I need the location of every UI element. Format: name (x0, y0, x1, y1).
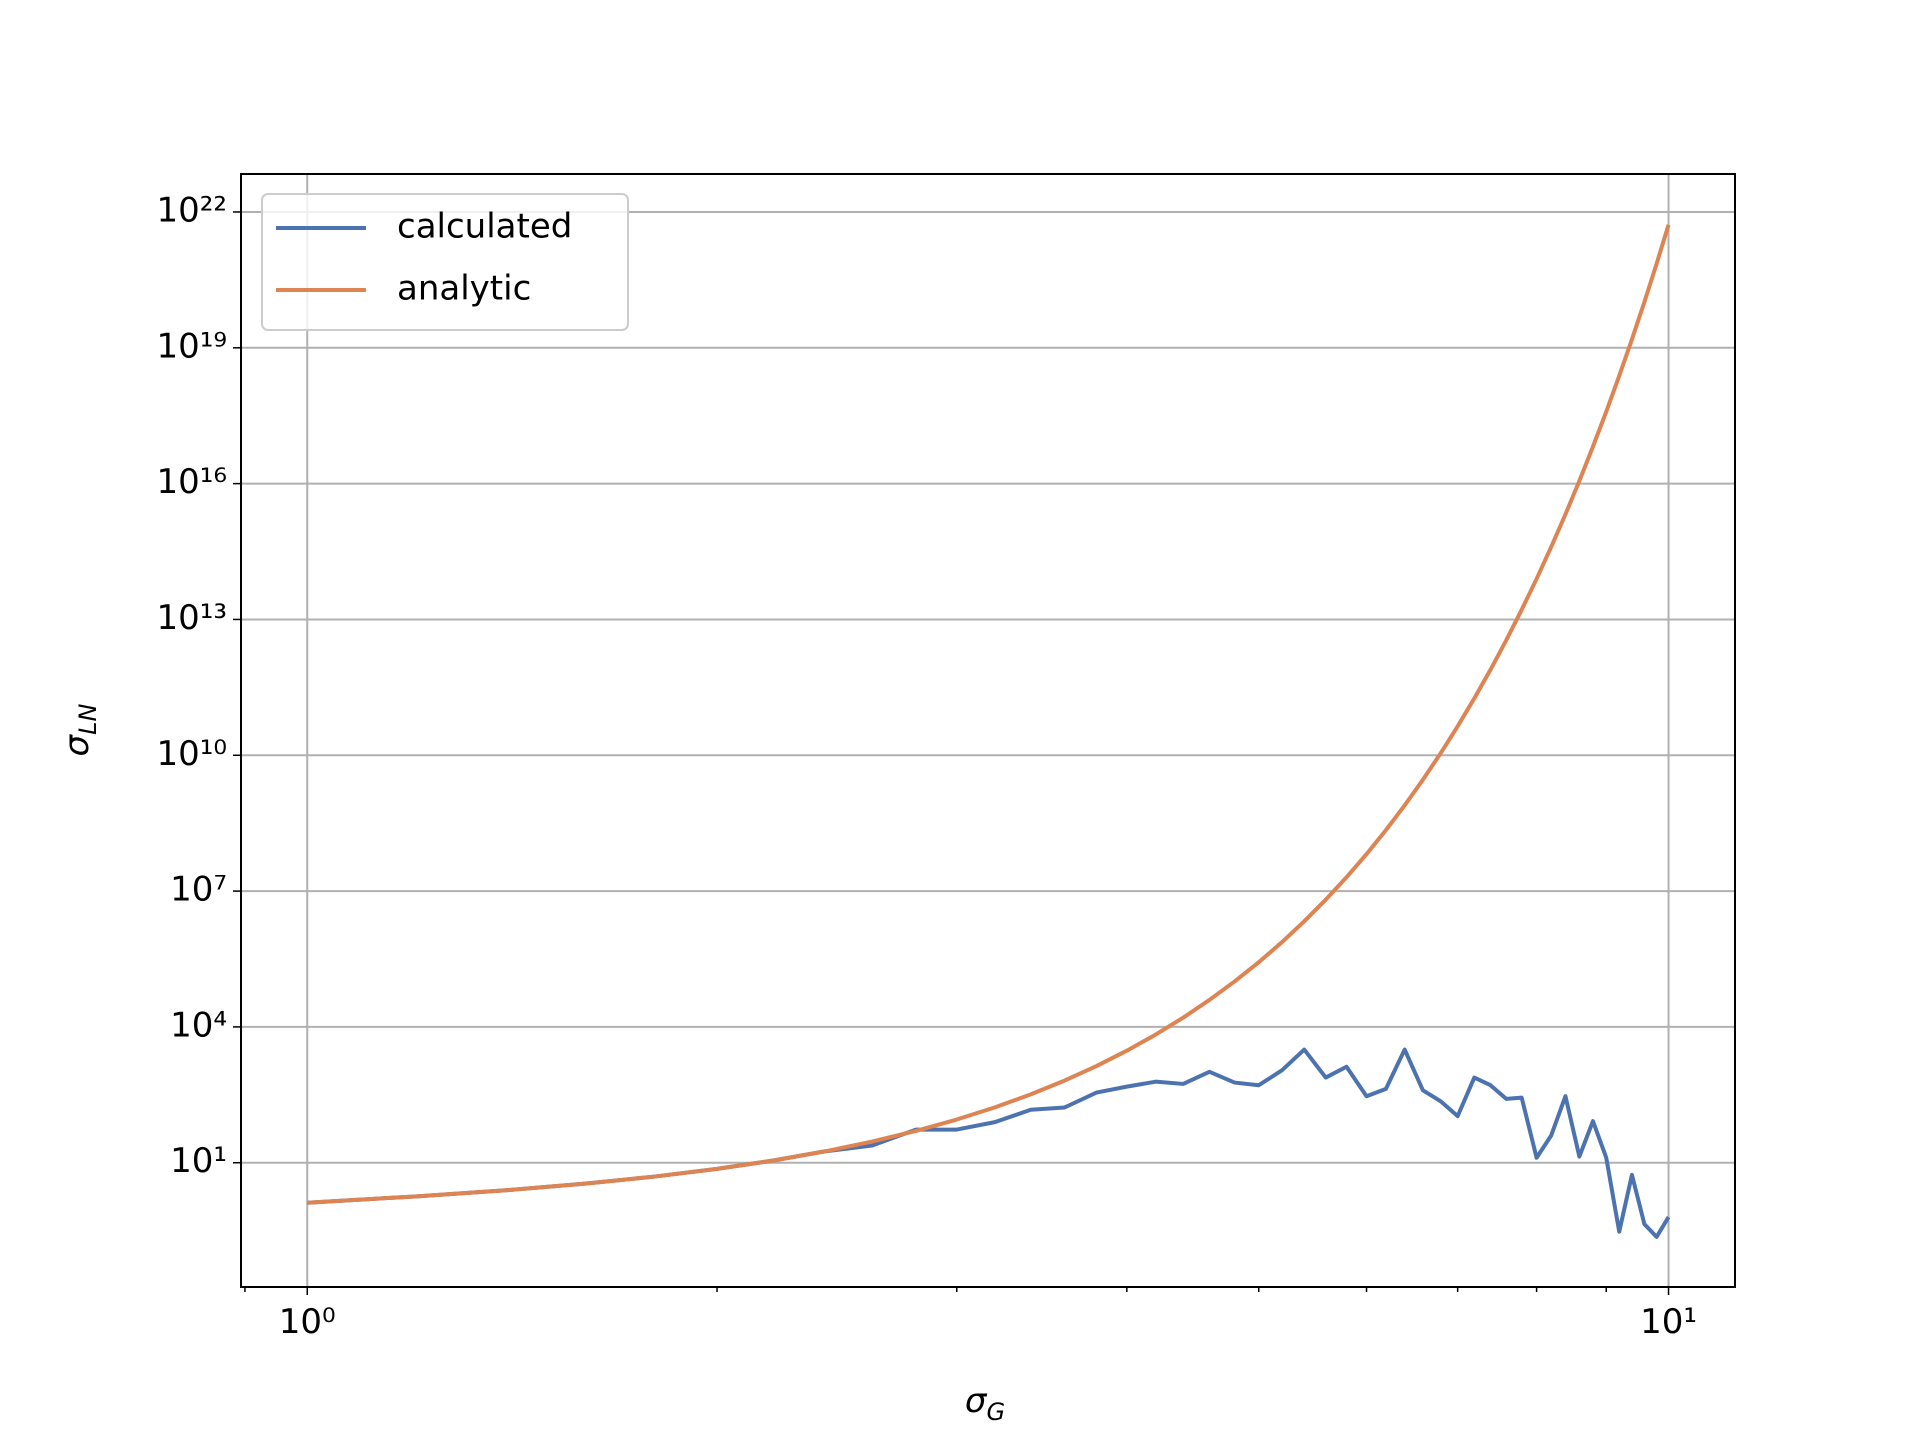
x-tick-label: 10⁰ (279, 1302, 336, 1342)
y-label-subscript: LN (74, 704, 102, 735)
y-tick-label: 10¹⁶ (156, 462, 227, 502)
y-tick-label: 10¹⁹ (156, 326, 227, 366)
y-axis-label: σLN (57, 704, 102, 757)
x-tick-label: 10¹ (1640, 1302, 1697, 1342)
y-tick-label: 10¹³ (156, 598, 227, 638)
axes-frame (240, 173, 1736, 1288)
x-axis-label: σG (965, 1381, 1005, 1426)
y-label-symbol: σ (57, 733, 97, 756)
x-label-symbol: σ (965, 1381, 988, 1421)
data-line (307, 1047, 1671, 1239)
y-tick-label: 10⁷ (170, 870, 227, 910)
legend-label: calculated (397, 207, 572, 247)
y-tick-label: 10¹⁰ (156, 734, 227, 774)
y-tick-label: 10¹ (170, 1141, 227, 1181)
data-line (307, 224, 1671, 1205)
x-label-subscript: G (986, 1398, 1005, 1426)
y-tick-label: 10⁴ (170, 1005, 227, 1045)
y-tick-label: 10²² (156, 190, 227, 230)
legend-label: analytic (397, 269, 531, 309)
plot-area (307, 224, 1671, 1239)
